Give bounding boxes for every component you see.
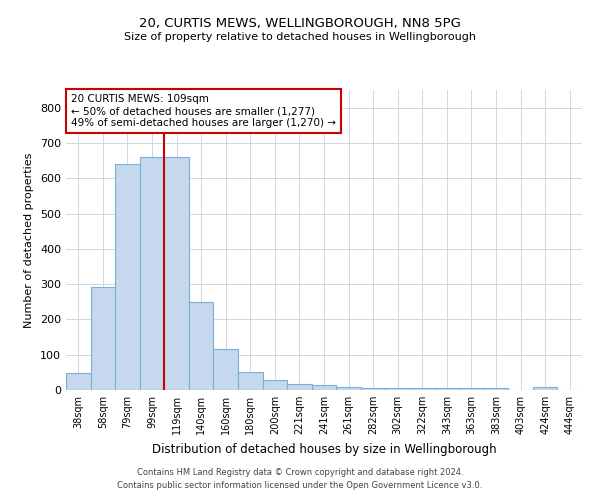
Bar <box>189 302 214 390</box>
Bar <box>410 388 434 390</box>
Bar <box>164 157 189 390</box>
Text: 20, CURTIS MEWS, WELLINGBOROUGH, NN8 5PG: 20, CURTIS MEWS, WELLINGBOROUGH, NN8 5PG <box>139 18 461 30</box>
Bar <box>434 388 459 390</box>
X-axis label: Distribution of detached houses by size in Wellingborough: Distribution of detached houses by size … <box>152 442 496 456</box>
Bar <box>238 372 263 390</box>
Text: 20 CURTIS MEWS: 109sqm
← 50% of detached houses are smaller (1,277)
49% of semi-: 20 CURTIS MEWS: 109sqm ← 50% of detached… <box>71 94 336 128</box>
Bar <box>484 388 508 390</box>
Bar <box>214 350 238 390</box>
Text: Contains HM Land Registry data © Crown copyright and database right 2024.
Contai: Contains HM Land Registry data © Crown c… <box>118 468 482 490</box>
Y-axis label: Number of detached properties: Number of detached properties <box>25 152 34 328</box>
Bar <box>336 387 361 390</box>
Bar <box>91 286 115 390</box>
Bar <box>115 164 140 390</box>
Bar <box>361 388 385 390</box>
Bar <box>66 374 91 390</box>
Bar <box>312 384 336 390</box>
Bar <box>459 388 484 390</box>
Bar <box>287 384 312 390</box>
Bar <box>140 157 164 390</box>
Bar <box>263 380 287 390</box>
Bar <box>385 388 410 390</box>
Bar <box>533 387 557 390</box>
Text: Size of property relative to detached houses in Wellingborough: Size of property relative to detached ho… <box>124 32 476 42</box>
